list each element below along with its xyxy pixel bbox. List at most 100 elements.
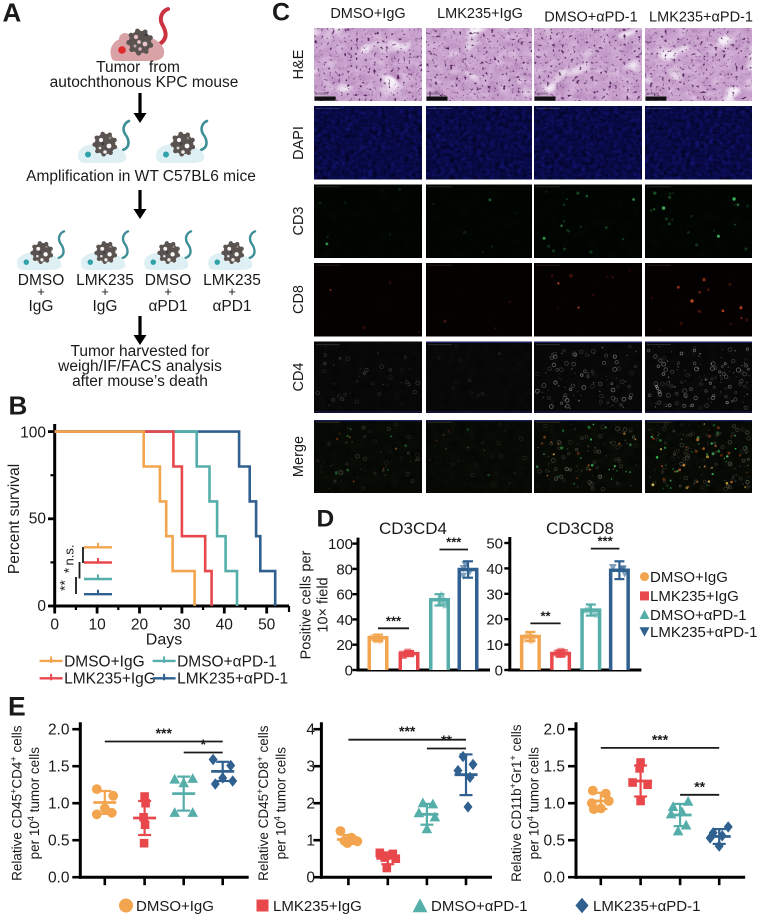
svg-text:αPD1: αPD1 — [212, 298, 251, 315]
svg-text:LMK235+IgG: LMK235+IgG — [64, 671, 156, 688]
svg-text:100: 100 — [328, 536, 353, 553]
svg-text:DMSO+IgG: DMSO+IgG — [650, 569, 728, 586]
svg-text:***: *** — [386, 613, 402, 628]
svg-text:Tumor from: Tumor from — [96, 59, 180, 76]
svg-text:*: * — [61, 567, 77, 573]
svg-text:2.0: 2.0 — [543, 722, 565, 739]
svg-text:LMK235+αPD-1: LMK235+αPD-1 — [593, 898, 700, 915]
svg-text:80: 80 — [336, 561, 353, 578]
svg-text:B: B — [9, 391, 28, 421]
svg-text:***: *** — [156, 725, 173, 741]
svg-text:50: 50 — [29, 511, 47, 528]
svg-text:Tumor harvested for: Tumor harvested for — [71, 343, 210, 360]
svg-text:10: 10 — [88, 617, 106, 634]
svg-text:+: + — [228, 284, 236, 299]
svg-text:CD4: CD4 — [291, 362, 307, 391]
svg-text:DMSO: DMSO — [145, 272, 192, 289]
svg-text:CD3: CD3 — [291, 206, 307, 235]
svg-text:1.5: 1.5 — [543, 759, 565, 776]
svg-text:3: 3 — [306, 759, 315, 776]
svg-text:+: + — [101, 284, 109, 299]
svg-text:**: ** — [694, 778, 705, 794]
svg-text:0.5: 0.5 — [543, 833, 565, 850]
svg-text:***: *** — [652, 731, 669, 747]
svg-text:0: 0 — [306, 870, 315, 887]
svg-text:αPD1: αPD1 — [148, 298, 187, 315]
svg-text:DAPI: DAPI — [291, 126, 307, 160]
svg-text:LMK235+αPD-1: LMK235+αPD-1 — [177, 671, 288, 688]
svg-text:Amplification in WT C57BL6 mic: Amplification in WT C57BL6 mice — [26, 168, 256, 185]
svg-text:20: 20 — [131, 617, 149, 634]
svg-text:E: E — [8, 692, 26, 722]
svg-text:CD3CD4: CD3CD4 — [379, 519, 447, 538]
svg-text:30: 30 — [173, 617, 191, 634]
svg-text:LMK235+αPD-1: LMK235+αPD-1 — [649, 10, 753, 26]
svg-text:60: 60 — [336, 587, 353, 604]
svg-text:D: D — [317, 506, 335, 533]
svg-text:0.5: 0.5 — [48, 833, 70, 850]
svg-text:per 104 tumor cells: per 104 tumor cells — [273, 747, 289, 860]
svg-text:0: 0 — [345, 663, 353, 680]
svg-text:Positive cells per: Positive cells per — [299, 550, 315, 659]
svg-text:20: 20 — [486, 612, 503, 629]
svg-text:DMSO+IgG: DMSO+IgG — [330, 6, 405, 22]
svg-text:***: *** — [399, 723, 416, 739]
svg-text:50: 50 — [258, 617, 276, 634]
svg-text:40: 40 — [216, 617, 234, 634]
svg-text:1.5: 1.5 — [48, 759, 70, 776]
svg-text:H&E: H&E — [291, 49, 307, 79]
svg-text:Days: Days — [146, 632, 182, 649]
svg-text:n.s.: n.s. — [62, 545, 77, 566]
svg-text:0: 0 — [495, 663, 503, 680]
svg-text:20: 20 — [336, 637, 353, 654]
svg-text:50: 50 — [486, 536, 503, 553]
svg-text:***: *** — [598, 534, 614, 549]
svg-text:Percent survival: Percent survival — [6, 464, 23, 574]
svg-text:IgG: IgG — [29, 298, 54, 315]
svg-text:autochthonous KPC mouse: autochthonous KPC mouse — [50, 74, 239, 91]
svg-text:40: 40 — [486, 561, 503, 578]
svg-text:1.0: 1.0 — [543, 796, 565, 813]
svg-text:40: 40 — [336, 612, 353, 629]
svg-text:2.0: 2.0 — [48, 722, 70, 739]
svg-text:DMSO+αPD-1: DMSO+αPD-1 — [544, 10, 637, 26]
svg-text:LMK235+IgG: LMK235+IgG — [650, 588, 739, 605]
svg-text:+: + — [164, 284, 172, 299]
svg-text:CD3CD8: CD3CD8 — [546, 519, 614, 538]
svg-text:+: + — [37, 284, 45, 299]
svg-text:DMSO+αPD-1: DMSO+αPD-1 — [177, 653, 277, 670]
svg-text:100: 100 — [20, 424, 46, 441]
svg-text:1.0: 1.0 — [48, 796, 70, 813]
svg-text:DMSO+αPD-1: DMSO+αPD-1 — [650, 607, 747, 624]
svg-text:C: C — [272, 0, 290, 27]
svg-text:10× field: 10× field — [316, 577, 332, 632]
svg-text:0.0: 0.0 — [543, 870, 565, 887]
svg-text:after mouse’s death: after mouse’s death — [72, 373, 208, 390]
svg-text:4: 4 — [306, 722, 315, 739]
svg-text:30: 30 — [486, 586, 503, 603]
svg-text:LMK235+αPD-1: LMK235+αPD-1 — [650, 624, 757, 641]
svg-text:**: ** — [57, 580, 73, 591]
svg-text:*: * — [200, 736, 206, 752]
svg-text:Relative CD45+CD8+ cells: Relative CD45+CD8+ cells — [255, 725, 271, 881]
svg-text:1: 1 — [306, 833, 315, 850]
svg-text:CD8: CD8 — [291, 285, 307, 314]
svg-text:10: 10 — [486, 637, 503, 654]
svg-text:2: 2 — [306, 796, 315, 813]
svg-text:0: 0 — [37, 598, 46, 615]
svg-text:0.0: 0.0 — [48, 870, 70, 887]
svg-text:IgG: IgG — [93, 298, 118, 315]
svg-text:Relative CD11b+Gr1+ cells: Relative CD11b+Gr1+ cells — [508, 724, 524, 882]
svg-text:**: ** — [540, 608, 551, 623]
svg-text:DMSO+IgG: DMSO+IgG — [136, 898, 214, 915]
svg-text:A: A — [3, 0, 22, 28]
svg-text:per 104 tumor cells: per 104 tumor cells — [526, 747, 542, 860]
svg-text:LMK235: LMK235 — [76, 272, 134, 289]
svg-text:per 104 tumor cells: per 104 tumor cells — [26, 747, 42, 860]
svg-text:LMK235+IgG: LMK235+IgG — [437, 6, 523, 22]
svg-text:DMSO+αPD-1: DMSO+αPD-1 — [431, 898, 528, 915]
svg-text:**: ** — [441, 732, 452, 748]
svg-text:LMK235+IgG: LMK235+IgG — [273, 898, 362, 915]
svg-text:Merge: Merge — [291, 436, 307, 477]
svg-text:DMSO: DMSO — [18, 272, 65, 289]
